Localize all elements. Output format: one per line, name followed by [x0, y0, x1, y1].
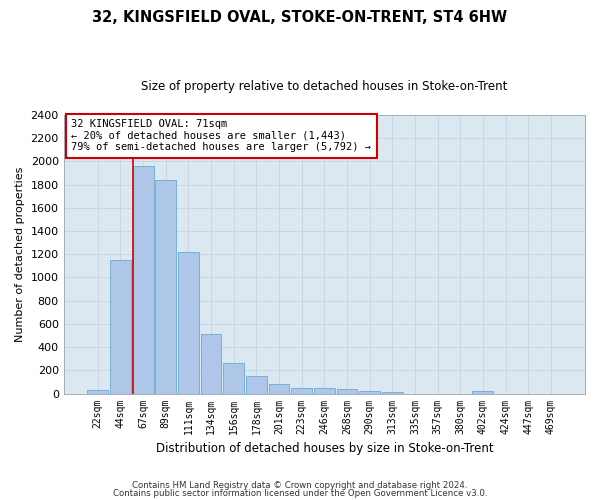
Bar [88, 390, 108, 394]
Text: 32 KINGSFIELD OVAL: 71sqm
← 20% of detached houses are smaller (1,443)
79% of se: 32 KINGSFIELD OVAL: 71sqm ← 20% of detac… [71, 119, 371, 152]
Bar [314, 388, 335, 394]
Bar [269, 384, 289, 394]
Bar [178, 252, 199, 394]
Bar [133, 166, 154, 394]
Text: 32, KINGSFIELD OVAL, STOKE-ON-TRENT, ST4 6HW: 32, KINGSFIELD OVAL, STOKE-ON-TRENT, ST4… [92, 10, 508, 25]
Bar [291, 388, 312, 394]
Bar [246, 376, 267, 394]
Bar [382, 392, 403, 394]
Y-axis label: Number of detached properties: Number of detached properties [15, 166, 25, 342]
Bar [337, 390, 358, 394]
Bar [155, 180, 176, 394]
Text: Contains public sector information licensed under the Open Government Licence v3: Contains public sector information licen… [113, 488, 487, 498]
Bar [472, 391, 493, 394]
Bar [359, 391, 380, 394]
Bar [110, 260, 131, 394]
Bar [223, 363, 244, 394]
Text: Contains HM Land Registry data © Crown copyright and database right 2024.: Contains HM Land Registry data © Crown c… [132, 481, 468, 490]
Bar [200, 334, 221, 394]
X-axis label: Distribution of detached houses by size in Stoke-on-Trent: Distribution of detached houses by size … [155, 442, 493, 455]
Title: Size of property relative to detached houses in Stoke-on-Trent: Size of property relative to detached ho… [141, 80, 508, 93]
